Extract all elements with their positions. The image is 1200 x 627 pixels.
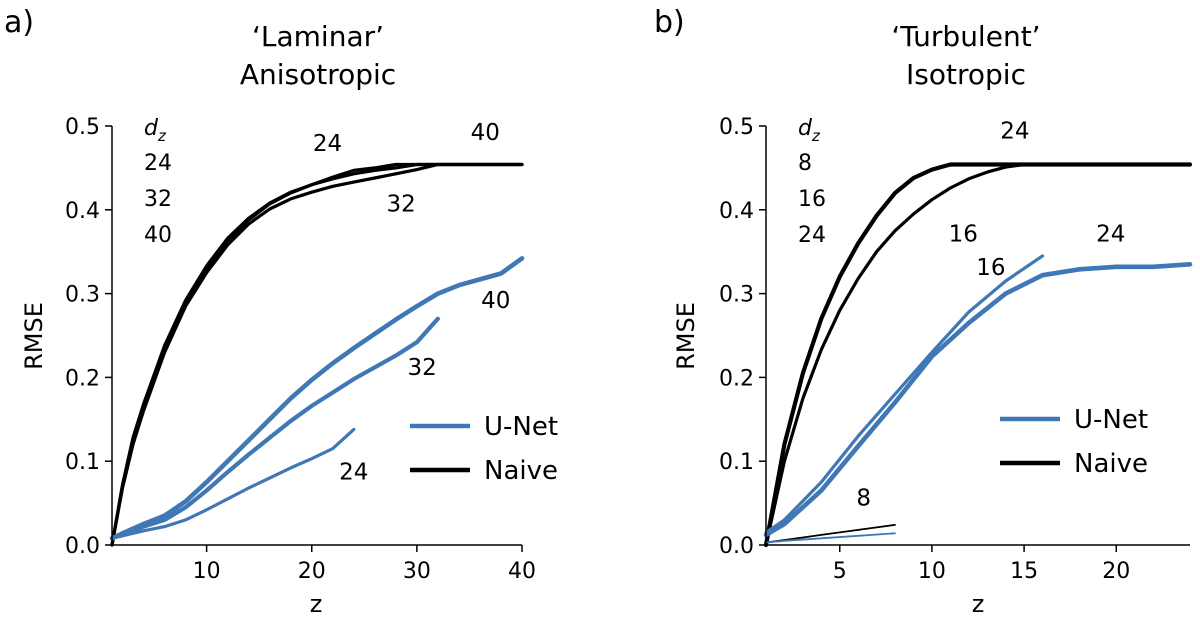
panel-a-ytick-label: 0.0 — [65, 534, 100, 559]
panel-b-dz-value-2: 16 — [798, 187, 826, 212]
panel-b-annotation: 16 — [949, 222, 978, 248]
panel-b-legend-naive-label: Naive — [1074, 449, 1148, 479]
panel-a-ytick-label: 0.4 — [65, 199, 100, 224]
panel-b-ytick-label: 0.3 — [719, 283, 754, 308]
panel-a-annotation: 40 — [481, 288, 510, 314]
panel-a-xtick-label: 20 — [298, 559, 326, 584]
panel-b-annotation: 8 — [856, 486, 871, 512]
panel-a-xtick-label: 30 — [403, 559, 431, 584]
panel-a-y-axis-label: RMSE — [20, 302, 48, 370]
panel-a-xtick-label: 10 — [193, 559, 221, 584]
panel-b-dz-header-z: z — [811, 127, 821, 145]
panel-a-dz-header-d: d — [144, 116, 159, 141]
panel-a-label: a) — [4, 5, 34, 40]
panel-b-xtick-label: 15 — [1010, 559, 1038, 584]
panel-a-annotation: 40 — [471, 120, 500, 146]
panel-b-dz-legend: dz 8 16 24 — [798, 116, 826, 248]
panel-a-series-u-net-d-z-32 — [109, 316, 440, 541]
panel-a-dz-value-2: 32 — [144, 187, 172, 212]
panel-a-ticks: 0.0 0.1 0.2 0.3 0.4 0.5 10 20 30 40 — [65, 115, 536, 584]
panel-a-series-naive-d-z-40 — [110, 162, 524, 547]
panel-a-ytick-label: 0.1 — [65, 450, 100, 475]
panel-b-ytick-label: 0.4 — [719, 199, 754, 224]
panel-b-annotation: 16 — [976, 255, 1005, 281]
panel-a-annotation: 32 — [407, 355, 436, 381]
panel-a-lines — [109, 162, 525, 547]
panel-a-dz-header-z: z — [157, 127, 167, 145]
panel-a-ytick-label: 0.5 — [65, 115, 100, 140]
panel-a-dz-legend: dz 24 32 40 — [144, 116, 172, 248]
panel-a-series-u-net-d-z-24 — [110, 427, 356, 540]
panel-b-series-naive-d-z-24 — [763, 162, 1193, 548]
panel-b-ytick-label: 0.1 — [719, 450, 754, 475]
panel-b-ytick-label: 0.2 — [719, 366, 754, 391]
panel-b-series-u-net-d-z-16 — [764, 254, 1045, 535]
panel-a-xtick-label: 40 — [508, 559, 536, 584]
panel-b-xtick-label: 20 — [1102, 559, 1130, 584]
panel-a: a) ‘Laminar’ Anisotropic dz 24 32 40 RMS… — [4, 5, 558, 618]
panel-a-title-line1: ‘Laminar’ — [252, 20, 384, 53]
panel-b-series-u-net-d-z-8 — [765, 532, 896, 544]
panel-b-legend-unet-label: U-Net — [1074, 405, 1148, 435]
panel-b-series-naive-d-z-16 — [764, 162, 1045, 547]
panel-b: b) ‘Turbulent’ Isotropic dz 8 16 24 RMSE… — [654, 5, 1193, 618]
panel-b-annotation: 24 — [1096, 222, 1125, 248]
panel-a-annotation: 24 — [339, 460, 368, 486]
panel-a-dz-header: dz — [144, 116, 167, 145]
panel-a-legend-unet-label: U-Net — [484, 412, 558, 442]
panel-a-annotation: 24 — [313, 131, 342, 157]
panel-b-xtick-label: 10 — [918, 559, 946, 584]
panel-a-legend-naive-label: Naive — [484, 456, 558, 486]
panel-b-annotation: 24 — [1000, 119, 1029, 145]
panel-a-ytick-label: 0.3 — [65, 283, 100, 308]
panel-a-annotations: 24 40 32 40 32 24 — [313, 120, 510, 485]
panel-b-title-line2: Isotropic — [906, 58, 1026, 91]
panel-b-xtick-label: 5 — [833, 559, 847, 584]
panel-b-x-axis-label: z — [972, 590, 985, 618]
panel-a-title-line2: Anisotropic — [240, 58, 396, 91]
panel-b-annotations: 24 16 16 24 8 — [856, 119, 1125, 512]
panel-b-series-naive-d-z-8 — [765, 524, 896, 544]
panel-a-series-u-net-d-z-40 — [109, 256, 525, 541]
panel-b-legend: U-Net Naive — [1000, 405, 1148, 479]
panel-b-label: b) — [654, 5, 685, 40]
panel-b-dz-header-d: d — [798, 116, 813, 141]
panel-b-title-line1: ‘Turbulent’ — [891, 20, 1040, 53]
panel-b-dz-header: dz — [798, 116, 821, 145]
panel-b-lines — [763, 162, 1193, 548]
panel-a-ytick-label: 0.2 — [65, 366, 100, 391]
panel-b-y-axis-label: RMSE — [672, 302, 700, 370]
panel-a-annotation: 32 — [386, 191, 415, 217]
panel-b-series-u-net-d-z-24 — [763, 261, 1193, 538]
panel-a-legend: U-Net Naive — [410, 412, 558, 486]
panel-a-dz-value-3: 40 — [144, 223, 172, 248]
panel-b-ytick-label: 0.0 — [719, 534, 754, 559]
panel-a-series-naive-d-z-32 — [110, 162, 524, 547]
panel-b-dz-value-1: 8 — [798, 151, 812, 176]
panel-a-series-naive-d-z-24 — [110, 162, 524, 547]
panel-b-ytick-label: 0.5 — [719, 115, 754, 140]
panel-a-x-axis-label: z — [310, 590, 323, 618]
panel-b-dz-value-3: 24 — [798, 223, 826, 248]
panel-a-dz-value-1: 24 — [144, 151, 172, 176]
panel-b-ticks: 0.0 0.1 0.2 0.3 0.4 0.5 5 10 15 20 — [719, 115, 1130, 584]
